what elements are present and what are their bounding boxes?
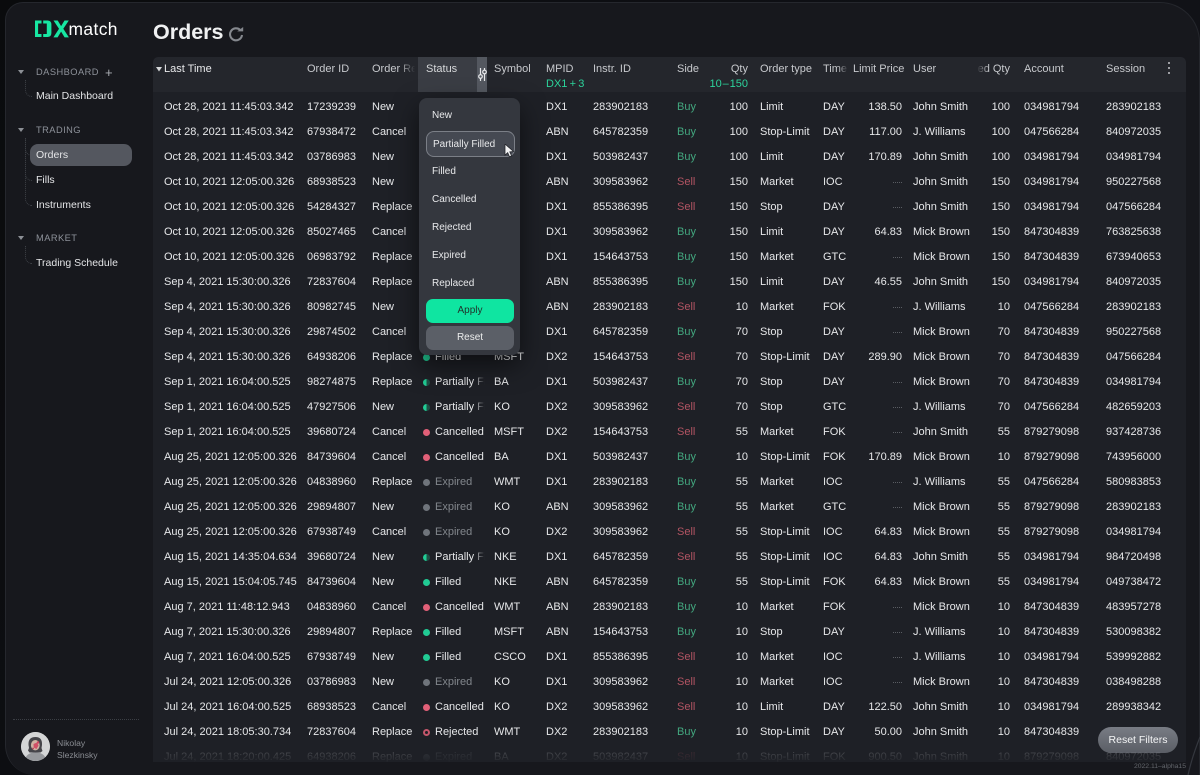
- svg-text:match: match: [69, 20, 118, 38]
